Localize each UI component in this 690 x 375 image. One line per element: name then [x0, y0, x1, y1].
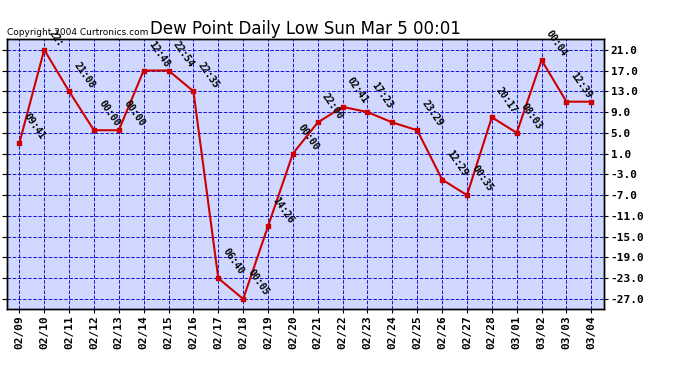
Text: 22:54: 22:54: [171, 39, 196, 69]
Text: Copyright 2004 Curtronics.com: Copyright 2004 Curtronics.com: [7, 28, 148, 37]
Text: 09:41: 09:41: [22, 112, 47, 142]
Text: 14:26: 14:26: [270, 195, 295, 225]
Text: 02:41: 02:41: [345, 75, 370, 105]
Text: 12:48: 12:48: [146, 39, 171, 69]
Text: 00:00: 00:00: [121, 99, 146, 129]
Text: 00:05: 00:05: [246, 268, 270, 297]
Text: 21:08: 21:08: [72, 60, 97, 90]
Point: [287, 151, 298, 157]
Title: Dew Point Daily Low Sun Mar 5 00:01: Dew Point Daily Low Sun Mar 5 00:01: [150, 20, 461, 38]
Point: [213, 275, 224, 281]
Text: 00:35: 00:35: [469, 164, 495, 194]
Point: [313, 120, 324, 126]
Point: [14, 140, 25, 146]
Text: 17:23: 17:23: [370, 81, 395, 111]
Point: [39, 47, 50, 53]
Point: [437, 177, 448, 183]
Point: [237, 296, 248, 302]
Text: 20:17: 20:17: [494, 86, 520, 116]
Point: [511, 130, 522, 136]
Point: [462, 192, 473, 198]
Point: [586, 99, 597, 105]
Text: 00:00: 00:00: [295, 122, 320, 152]
Point: [536, 57, 547, 63]
Text: 06:40: 06:40: [221, 247, 246, 277]
Text: 00:00: 00:00: [97, 99, 121, 129]
Point: [486, 114, 497, 120]
Point: [561, 99, 572, 105]
Point: [138, 68, 149, 74]
Point: [387, 120, 398, 126]
Point: [337, 104, 348, 110]
Point: [113, 127, 124, 133]
Point: [362, 109, 373, 115]
Point: [63, 88, 75, 94]
Text: 00:04: 00:04: [544, 29, 569, 58]
Point: [163, 68, 174, 74]
Text: 23:29: 23:29: [420, 99, 445, 129]
Text: 12:39: 12:39: [569, 70, 594, 100]
Text: 12:29: 12:29: [444, 148, 470, 178]
Point: [412, 127, 423, 133]
Text: 22:: 22:: [47, 28, 65, 48]
Text: 08:03: 08:03: [519, 102, 544, 131]
Point: [262, 223, 273, 229]
Text: 22:35: 22:35: [196, 60, 221, 90]
Point: [88, 127, 99, 133]
Point: [188, 88, 199, 94]
Text: 22:00: 22:00: [320, 91, 345, 121]
